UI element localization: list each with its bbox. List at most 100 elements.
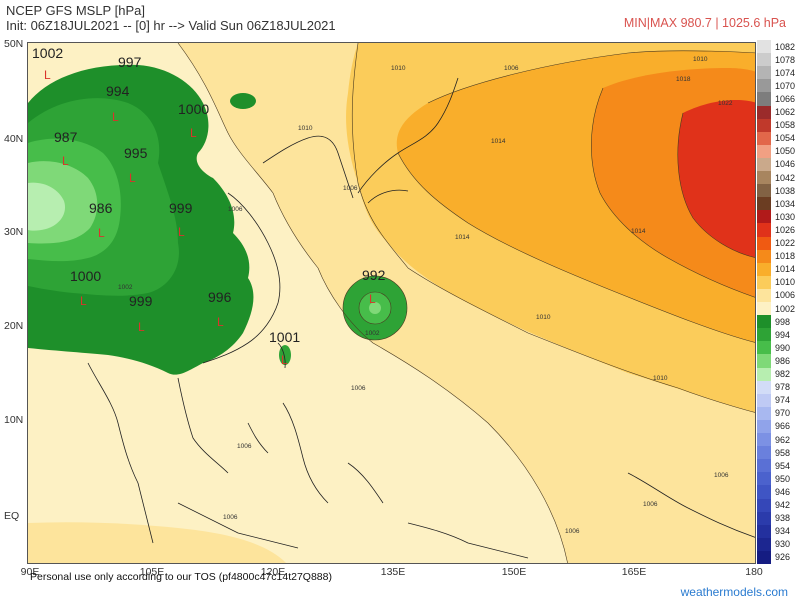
legend-swatch (757, 92, 771, 106)
low-marker: L (190, 126, 197, 140)
legend-swatch (757, 105, 771, 120)
legend-label: 1010 (775, 277, 796, 288)
low-marker: L (44, 68, 51, 82)
legend-label: 982 (775, 369, 791, 380)
lat-label: 40N (4, 133, 24, 145)
lon-label: 135E (380, 566, 406, 578)
legend-swatch (757, 302, 771, 316)
legend-swatch (757, 144, 771, 159)
pressure-map[interactable]: 1010 1018 1022 1006 1010 1014 1010 1014 … (27, 42, 756, 564)
legend-swatch (757, 171, 771, 185)
legend-swatch (757, 157, 771, 172)
isobar-label: 1006 (351, 385, 366, 392)
isobars (177, 43, 755, 563)
typhoon-eye-area (369, 302, 381, 314)
isobar-label: 1006 (343, 185, 358, 192)
legend-label: 934 (775, 526, 791, 537)
legend-swatch (757, 249, 771, 264)
lon-label: 120E (260, 566, 286, 578)
legend-swatch (757, 446, 771, 460)
isobar-labels: 1010 1018 1022 1006 1010 1014 1010 1014 … (118, 56, 733, 535)
title-text: NCEP GFS MSLP [hPa] (6, 3, 145, 18)
legend-swatch (757, 262, 771, 277)
legend-swatch (757, 79, 771, 93)
legend-swatch (757, 236, 771, 251)
legend-swatch (757, 511, 771, 526)
pressure-label: 999 (129, 293, 153, 309)
legend-swatch (757, 498, 771, 513)
low-marker: L (80, 294, 87, 308)
legend-swatch (757, 524, 771, 539)
legend-swatch (757, 459, 771, 473)
isobar-label: 1002 (118, 284, 133, 291)
pressure-label: 987 (54, 129, 78, 145)
legend-label: 954 (775, 460, 791, 471)
legend-swatch (757, 367, 771, 382)
legend-swatch (757, 118, 771, 133)
pressure-label: 992 (362, 267, 386, 283)
legend-label: 1078 (775, 54, 796, 65)
legend-label: 974 (775, 395, 791, 406)
isobar-label: 1006 (223, 514, 238, 521)
legend-swatch (757, 433, 771, 447)
lat-label: 30N (4, 226, 24, 238)
isobar-label: 1018 (676, 76, 691, 83)
legend-label: 926 (775, 552, 791, 563)
legend-swatch (757, 550, 771, 565)
legend-label: 1054 (775, 133, 796, 144)
legend-label: 1074 (775, 67, 796, 78)
lat-label: 10N (4, 414, 24, 426)
lon-label: 150E (501, 566, 527, 578)
isobar-label: 1006 (237, 443, 252, 450)
legend-label: 946 (775, 486, 791, 497)
coastlines (87, 77, 755, 559)
legend-label: 978 (775, 382, 791, 393)
legend-swatch (757, 393, 771, 408)
legend-swatch (757, 223, 771, 237)
legend-swatch (757, 315, 771, 329)
legend-label: 1042 (775, 172, 796, 183)
pressure-center-labels: 1002 997 994 1000 987 995 986 999 1000 9… (32, 45, 386, 345)
legend-swatch (757, 341, 771, 355)
low-marker: L (281, 353, 288, 367)
isobar-label: 1010 (536, 314, 551, 321)
pressure-label: 986 (89, 200, 113, 216)
legend-label: 986 (775, 355, 791, 366)
legend-label: 1062 (775, 107, 796, 118)
legend-swatch (757, 288, 771, 303)
isobar-label: 1010 (391, 65, 406, 72)
pressure-label: 999 (169, 200, 193, 216)
legend-swatch (757, 328, 771, 342)
legend-label: 942 (775, 500, 791, 511)
legend-swatch (757, 275, 771, 290)
isobar-label: 1014 (455, 234, 470, 241)
low-marker: L (138, 320, 145, 334)
low-marker: L (217, 315, 224, 329)
lon-label: 165E (621, 566, 647, 578)
isobar-label: 1010 (298, 125, 313, 132)
isobar-label: 1006 (228, 206, 243, 213)
low-markers: L L L L L L L L L L L L (44, 68, 376, 367)
min-max-readout: MIN|MAX 980.7 | 1025.6 hPa (623, 16, 786, 30)
legend-swatch (757, 40, 771, 54)
lon-label: 105E (139, 566, 165, 578)
legend-label: 998 (775, 316, 791, 327)
legend-label: 1002 (775, 303, 796, 314)
map-svg: 1010 1018 1022 1006 1010 1014 1010 1014 … (28, 43, 755, 563)
isobar-label: 1014 (631, 228, 646, 235)
legend-label: 1082 (775, 41, 796, 52)
small-low-area (230, 93, 256, 109)
legend-label: 950 (775, 473, 791, 484)
legend-swatch (757, 197, 771, 211)
lat-label: 20N (4, 320, 24, 332)
legend-label: 1018 (775, 251, 796, 262)
lat-label: EQ (4, 510, 20, 522)
isobar-label: 1006 (714, 472, 729, 479)
brand-link[interactable]: weathermodels.com (680, 585, 788, 599)
low-marker: L (98, 226, 105, 240)
pressure-label: 1000 (70, 268, 101, 284)
legend-label: 1014 (775, 264, 796, 275)
legend-swatch (757, 406, 771, 421)
pressure-area-1006-south (28, 522, 286, 563)
legend-label: 966 (775, 421, 791, 432)
